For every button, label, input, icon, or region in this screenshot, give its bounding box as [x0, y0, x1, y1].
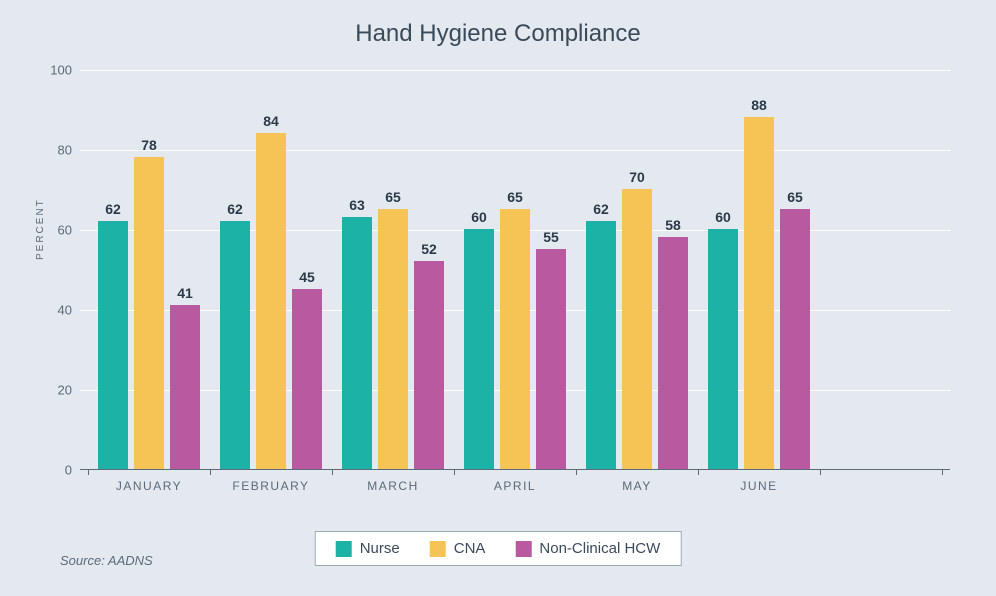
- bar-value-label: 41: [177, 285, 193, 305]
- x-axis-label: FEBRUARY: [232, 469, 309, 493]
- bar-value-label: 62: [593, 201, 609, 221]
- bar: 65: [500, 209, 530, 469]
- x-tick-mark: [698, 469, 699, 475]
- bar: 60: [464, 229, 494, 469]
- bar-value-label: 70: [629, 169, 645, 189]
- x-tick-mark: [820, 469, 821, 475]
- y-tick-label: 100: [40, 63, 80, 78]
- y-tick-label: 60: [40, 223, 80, 238]
- x-tick-mark: [942, 469, 943, 475]
- bar: 62: [98, 221, 128, 469]
- plot-area: 020406080100627841JANUARY628445FEBRUARY6…: [80, 70, 950, 470]
- legend-label: Non-Clinical HCW: [539, 540, 660, 557]
- bar-value-label: 60: [715, 209, 731, 229]
- y-tick-label: 80: [40, 143, 80, 158]
- x-axis-label: MARCH: [367, 469, 419, 493]
- bar: 84: [256, 133, 286, 469]
- bar: 65: [378, 209, 408, 469]
- bar-value-label: 58: [665, 217, 681, 237]
- bar-value-label: 55: [543, 229, 559, 249]
- x-tick-mark: [576, 469, 577, 475]
- chart-title: Hand Hygiene Compliance: [0, 0, 996, 58]
- y-tick-label: 20: [40, 383, 80, 398]
- bar: 62: [586, 221, 616, 469]
- bar: 55: [536, 249, 566, 469]
- bar-group: 608865JUNE: [708, 70, 810, 469]
- bar-value-label: 65: [507, 189, 523, 209]
- x-tick-mark: [210, 469, 211, 475]
- legend-item: CNA: [430, 540, 486, 557]
- x-tick-mark: [332, 469, 333, 475]
- x-axis-label: APRIL: [494, 469, 536, 493]
- bar-value-label: 65: [787, 189, 803, 209]
- legend: Nurse CNA Non-Clinical HCW: [315, 531, 682, 566]
- bar-group: 627058MAY: [586, 70, 688, 469]
- legend-label: CNA: [454, 540, 486, 557]
- x-tick-mark: [454, 469, 455, 475]
- x-axis-label: JANUARY: [116, 469, 182, 493]
- bar-value-label: 60: [471, 209, 487, 229]
- source-citation: Source: AADNS: [60, 553, 153, 568]
- bar-value-label: 45: [299, 269, 315, 289]
- y-tick-label: 40: [40, 303, 80, 318]
- bar-group: 606555APRIL: [464, 70, 566, 469]
- legend-swatch: [336, 541, 352, 557]
- legend-item: Non-Clinical HCW: [515, 540, 660, 557]
- bar: 70: [622, 189, 652, 469]
- bar: 41: [170, 305, 200, 469]
- chart-area: 020406080100627841JANUARY628445FEBRUARY6…: [80, 70, 950, 470]
- y-tick-label: 0: [40, 463, 80, 478]
- bar-value-label: 52: [421, 241, 437, 261]
- bar: 63: [342, 217, 372, 469]
- bar: 52: [414, 261, 444, 469]
- bar-value-label: 62: [105, 201, 121, 221]
- bar-value-label: 78: [141, 137, 157, 157]
- legend-swatch: [430, 541, 446, 557]
- bar-group: 627841JANUARY: [98, 70, 200, 469]
- legend-label: Nurse: [360, 540, 400, 557]
- bar: 58: [658, 237, 688, 469]
- bar: 45: [292, 289, 322, 469]
- bar: 60: [708, 229, 738, 469]
- bar-group: 628445FEBRUARY: [220, 70, 322, 469]
- bar: 62: [220, 221, 250, 469]
- bar-group: 636552MARCH: [342, 70, 444, 469]
- legend-swatch: [515, 541, 531, 557]
- x-axis-label: MAY: [622, 469, 652, 493]
- x-axis-label: JUNE: [740, 469, 777, 493]
- bar: 65: [780, 209, 810, 469]
- bar-value-label: 88: [751, 97, 767, 117]
- bar: 88: [744, 117, 774, 469]
- bar-value-label: 84: [263, 113, 279, 133]
- bar: 78: [134, 157, 164, 469]
- bar-value-label: 63: [349, 197, 365, 217]
- bar-value-label: 65: [385, 189, 401, 209]
- x-tick-mark: [88, 469, 89, 475]
- legend-item: Nurse: [336, 540, 400, 557]
- bar-value-label: 62: [227, 201, 243, 221]
